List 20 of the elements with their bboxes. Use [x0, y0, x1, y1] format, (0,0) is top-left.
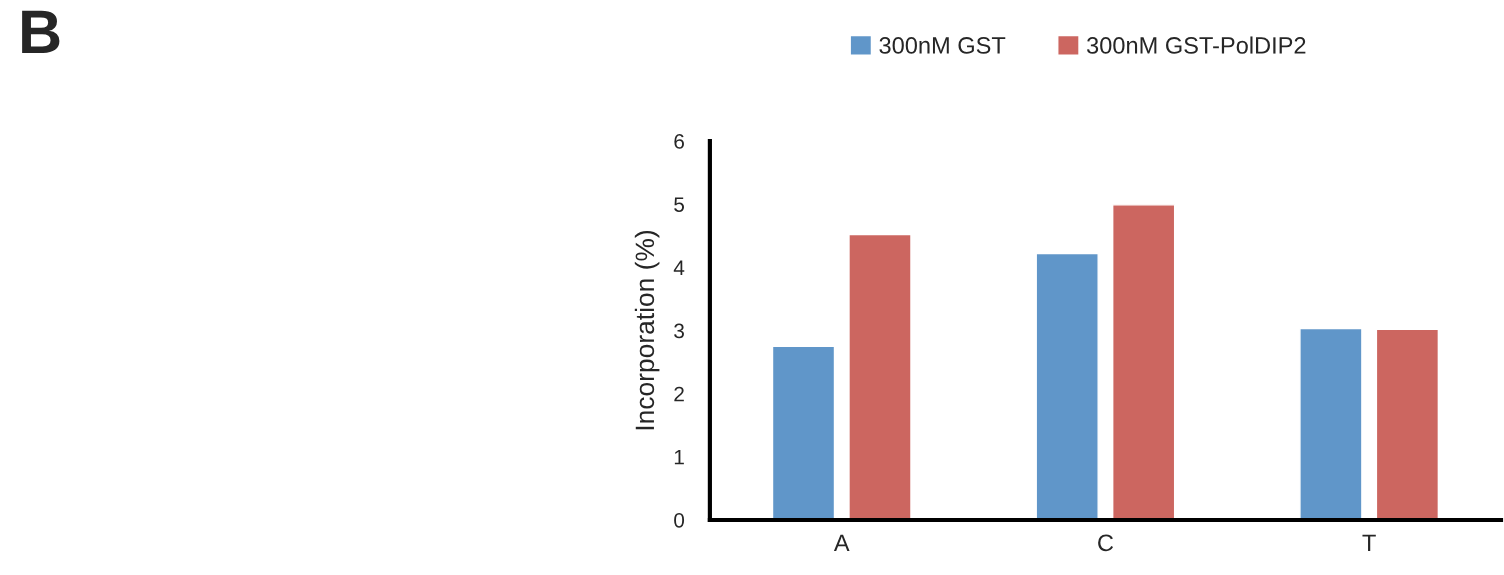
x-tick-label: T [1362, 534, 1376, 551]
y-tick-label: 6 [674, 134, 684, 149]
y-axis-title: Incorporation (%) [634, 230, 660, 430]
y-tick-label: 4 [673, 260, 685, 275]
y-tick-label: 5 [674, 197, 685, 212]
y-tick-label: 3 [674, 323, 684, 339]
bar [1111, 204, 1176, 520]
legend-label: 300nM GST-PolDIP2 [1086, 36, 1306, 54]
y-tick-label: 2 [674, 386, 684, 402]
y-tick-label: 0 [674, 512, 685, 528]
text: B [22, 10, 60, 53]
x-tick-label: C [1098, 534, 1114, 552]
bar [1299, 327, 1363, 520]
bar [1035, 252, 1099, 520]
bar [771, 345, 836, 520]
bar [848, 233, 912, 520]
legend-label: 300nM GST [879, 37, 1006, 54]
x-tick-label: A [833, 534, 850, 551]
bar [1375, 328, 1440, 520]
y-tick-label: 1 [674, 450, 684, 465]
